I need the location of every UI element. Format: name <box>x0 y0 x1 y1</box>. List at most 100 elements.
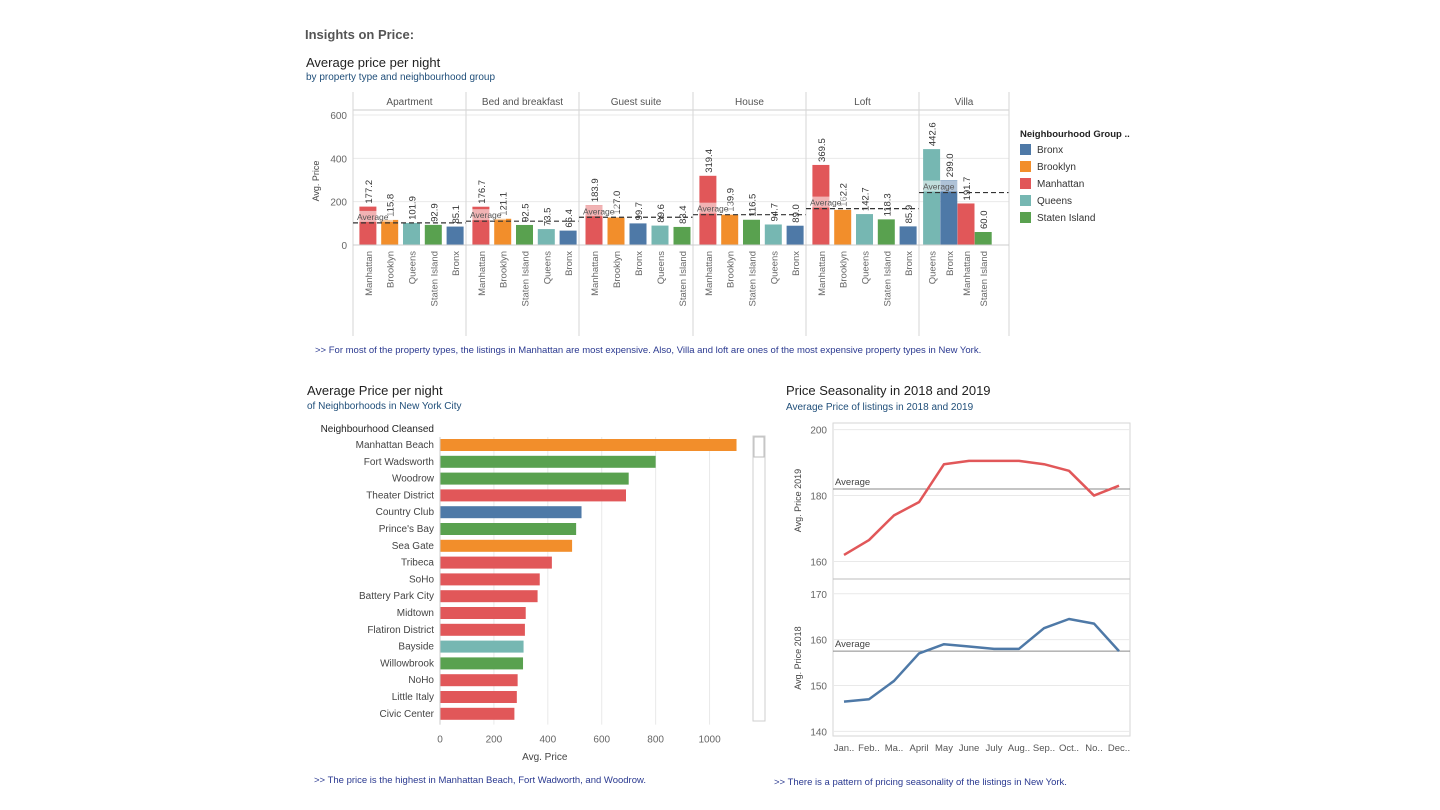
x-tick-label: Manhattan <box>817 251 828 296</box>
average-label-bg <box>921 180 959 192</box>
x-tick-label: Dec.. <box>1108 743 1130 754</box>
panel-header-loft: Loft <box>854 97 871 108</box>
x-tick-label: 400 <box>539 735 556 746</box>
bar-manhattan-beach <box>440 439 737 451</box>
x-tick-label: 1000 <box>698 735 721 746</box>
chart1-title: Average price per night <box>306 55 441 70</box>
x-tick-label: Bronx <box>451 251 462 276</box>
y-tick-label: 200 <box>810 426 827 437</box>
row-label-country-club: Country Club <box>376 507 435 518</box>
y-axis-label-2019: Avg. Price 2019 <box>793 469 803 532</box>
x-tick-label: Manhattan <box>590 251 601 296</box>
row-label-tribeca: Tribeca <box>401 558 434 569</box>
x-tick-label: Staten Island <box>429 251 440 306</box>
y-tick-label: 140 <box>810 727 827 738</box>
bar-guest-suite-queens <box>651 225 669 245</box>
x-tick-label: Brooklyn <box>499 251 510 288</box>
scrollbar-thumb[interactable] <box>753 436 765 458</box>
average-label: Average <box>583 206 615 216</box>
y-axis-label: Avg. Price <box>311 161 321 202</box>
bar-value-label: 319.4 <box>704 149 715 173</box>
bar-value-label: 92.9 <box>429 203 440 222</box>
bar-country-club <box>440 506 582 519</box>
bar-woodrow <box>440 472 629 485</box>
panel-header-house: House <box>735 97 764 108</box>
bar-value-label: 177.2 <box>364 180 375 204</box>
x-tick-label: Staten Island <box>748 251 759 306</box>
x-tick-label: Ma.. <box>885 743 903 754</box>
bar-house-queens <box>764 224 782 245</box>
x-tick-label: Bronx <box>904 251 915 276</box>
bar-value-label: 121.1 <box>499 192 510 216</box>
panel-header-guest-suite: Guest suite <box>611 97 662 108</box>
x-tick-label: Brooklyn <box>612 251 623 288</box>
x-tick-label: Manhattan <box>962 251 973 296</box>
panel-header-bed-and-breakfast: Bed and breakfast <box>482 97 563 108</box>
x-tick-label: Queens <box>928 251 939 285</box>
panel-header-villa: Villa <box>955 97 974 108</box>
bar-sea-gate <box>440 539 573 552</box>
x-axis-label: Avg. Price <box>522 752 568 763</box>
price-by-neighborhood-chart: Neighbourhood Cleansed 0 200 400 600 800 1000 M… <box>321 424 766 763</box>
bar-bayside <box>440 640 524 653</box>
x-tick-label: Aug.. <box>1008 743 1030 754</box>
bar-apartment-bronx <box>446 226 464 245</box>
row-label-soho: SoHo <box>409 574 434 585</box>
bar-villa-bronx <box>940 180 958 245</box>
row-header: Neighbourhood Cleansed <box>321 424 434 435</box>
x-tick-label: May <box>935 743 953 754</box>
bar-villa-staten-island <box>974 232 992 245</box>
bar-willowbrook <box>440 657 524 670</box>
row-label-woodrow: Woodrow <box>392 474 435 485</box>
x-tick-label: Staten Island <box>678 251 689 306</box>
bar-value-label: 101.9 <box>408 196 419 220</box>
x-tick-label: Jan.. <box>834 743 855 754</box>
row-label-flatiron-district: Flatiron District <box>367 625 434 636</box>
bar-noho <box>440 674 518 687</box>
row-label-sea-gate: Sea Gate <box>392 541 435 552</box>
average-label-bg <box>355 210 393 222</box>
bar-house-staten-island <box>743 219 760 245</box>
x-tick-label: Oct.. <box>1059 743 1079 754</box>
x-tick-label: Staten Island <box>521 251 532 306</box>
average-label-bg <box>695 202 733 214</box>
legend-label-bronx: Bronx <box>1037 145 1063 156</box>
y-tick-label: 200 <box>330 198 347 209</box>
bar-fort-wadsworth <box>440 455 656 468</box>
x-tick-label: Bronx <box>945 251 956 276</box>
x-tick-label: Feb.. <box>858 743 880 754</box>
insight-3: >> There is a pattern of pricing seasona… <box>774 777 1067 788</box>
bar-tribeca <box>440 556 552 569</box>
bar-value-label: 442.6 <box>928 122 939 146</box>
x-tick-label: Brooklyn <box>386 251 397 288</box>
row-label-fort-wadsworth: Fort Wadsworth <box>364 457 434 468</box>
row-label-theater-district: Theater District <box>366 490 434 501</box>
row-label-little-italy: Little Italy <box>392 692 434 703</box>
y-tick-label: 400 <box>330 154 347 165</box>
legend-label-manhattan: Manhattan <box>1037 179 1084 190</box>
insight-1: >> For most of the property types, the l… <box>315 345 982 356</box>
row-label-battery-park-city: Battery Park City <box>359 591 434 602</box>
x-tick-label: Sep.. <box>1033 743 1055 754</box>
x-tick-label: 0 <box>437 735 443 746</box>
x-tick-label: Queens <box>861 251 872 285</box>
legend-swatch-staten-island <box>1020 212 1031 223</box>
bar-house-bronx <box>786 225 804 245</box>
y-tick-label: 150 <box>810 682 827 693</box>
bar-value-label: 94.7 <box>769 203 780 222</box>
chart3-title: Price Seasonality in 2018 and 2019 <box>786 383 991 398</box>
scrollbar-track <box>752 435 766 722</box>
bar-value-label: 83.4 <box>678 205 689 224</box>
bar-value-label: 142.7 <box>861 187 872 211</box>
average-label: Average <box>810 198 842 208</box>
bar-value-label: 176.7 <box>477 180 488 204</box>
bar-value-label: 162.2 <box>839 183 850 207</box>
chart1-subtitle: by property type and neighbourhood group <box>306 72 496 83</box>
x-tick-label: No.. <box>1085 743 1102 754</box>
y-axis-label-2018: Avg. Price 2018 <box>793 626 803 689</box>
chart2-subtitle: of Neighborhoods in New York City <box>307 401 462 412</box>
bar-apartment-brooklyn <box>381 219 399 245</box>
bar-midtown <box>440 607 526 619</box>
bar-battery-park-city <box>440 590 538 603</box>
average-label: Average <box>470 210 502 220</box>
